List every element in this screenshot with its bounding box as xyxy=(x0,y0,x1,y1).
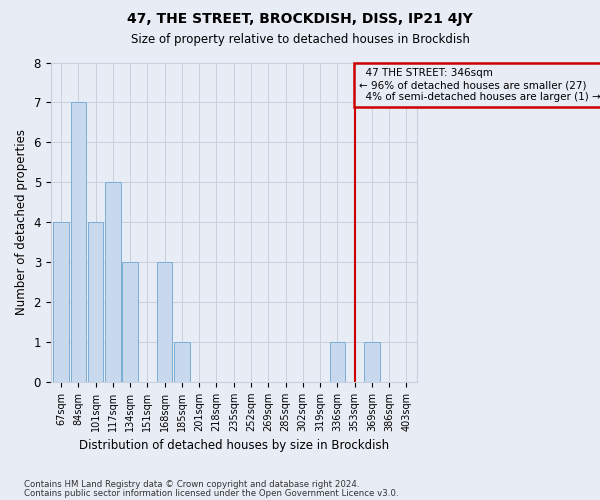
X-axis label: Distribution of detached houses by size in Brockdish: Distribution of detached houses by size … xyxy=(79,440,389,452)
Bar xyxy=(174,342,190,382)
Text: 47, THE STREET, BROCKDISH, DISS, IP21 4JY: 47, THE STREET, BROCKDISH, DISS, IP21 4J… xyxy=(127,12,473,26)
Text: Size of property relative to detached houses in Brockdish: Size of property relative to detached ho… xyxy=(131,32,469,46)
Text: 47 THE STREET: 346sqm
← 96% of detached houses are smaller (27)
  4% of semi-det: 47 THE STREET: 346sqm ← 96% of detached … xyxy=(359,68,600,102)
Bar xyxy=(71,102,86,382)
Bar xyxy=(122,262,138,382)
Bar xyxy=(88,222,103,382)
Bar xyxy=(157,262,172,382)
Text: Contains HM Land Registry data © Crown copyright and database right 2024.: Contains HM Land Registry data © Crown c… xyxy=(24,480,359,489)
Y-axis label: Number of detached properties: Number of detached properties xyxy=(15,129,28,315)
Bar xyxy=(329,342,345,382)
Bar xyxy=(53,222,69,382)
Text: Contains public sector information licensed under the Open Government Licence v3: Contains public sector information licen… xyxy=(24,488,398,498)
Bar xyxy=(364,342,380,382)
Bar xyxy=(105,182,121,382)
